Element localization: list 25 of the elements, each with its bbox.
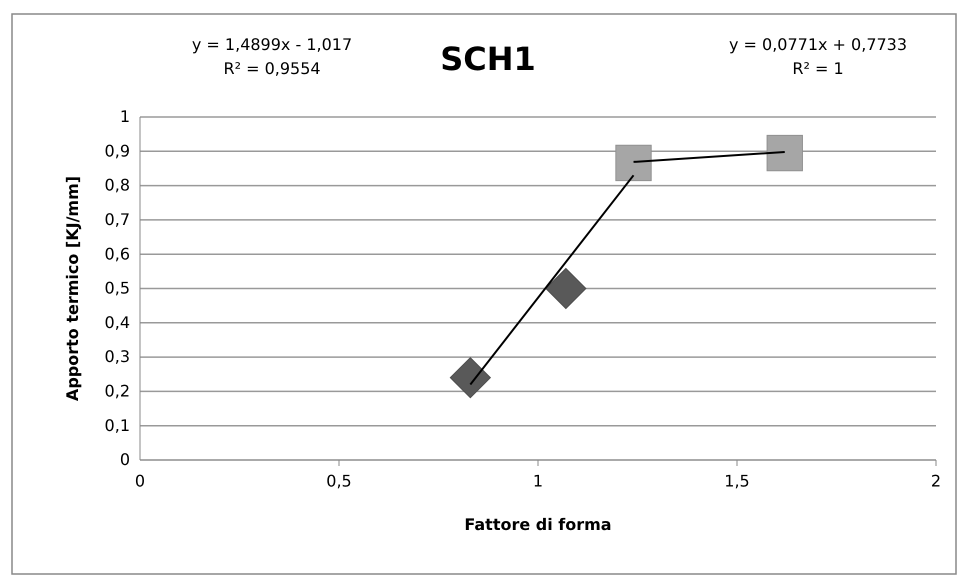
y-tick-label: 0,6 xyxy=(104,244,130,264)
x-tick-label: 2 xyxy=(930,472,942,491)
y-tick-label: 0,2 xyxy=(104,382,130,401)
x-tick-label: 0,5 xyxy=(326,472,352,491)
point xyxy=(450,357,491,398)
y-tick-label: 0,8 xyxy=(104,176,130,195)
point xyxy=(615,144,652,182)
text: y = 0,0771x + 0,7733 R² = 1 xyxy=(728,35,908,78)
y-tick-label: 0,1 xyxy=(104,416,130,435)
chart-title: SCH1 xyxy=(440,40,536,78)
y-tick-label: 0,3 xyxy=(104,347,130,366)
y-tick-label: 1 xyxy=(120,107,130,126)
y-tick-label: 0 xyxy=(120,450,130,470)
x-tick-label: 1,5 xyxy=(724,472,750,491)
point xyxy=(766,134,803,172)
x-tick-label: 1 xyxy=(532,472,544,491)
y-tick-label: 0,4 xyxy=(104,312,130,332)
point xyxy=(545,268,586,309)
x-axis-title: Fattore di forma xyxy=(464,515,612,534)
y-axis-title: Apporto termico [KJ/mm] xyxy=(63,176,82,402)
y-tick-label: 0,7 xyxy=(104,210,130,230)
y-tick-label: 0,9 xyxy=(104,141,130,160)
x-tick-label: 0 xyxy=(134,472,146,491)
text: y = 1,4899x - 1,017 R² = 0,9554 xyxy=(192,35,352,78)
y-tick-label: 0,5 xyxy=(104,278,130,298)
